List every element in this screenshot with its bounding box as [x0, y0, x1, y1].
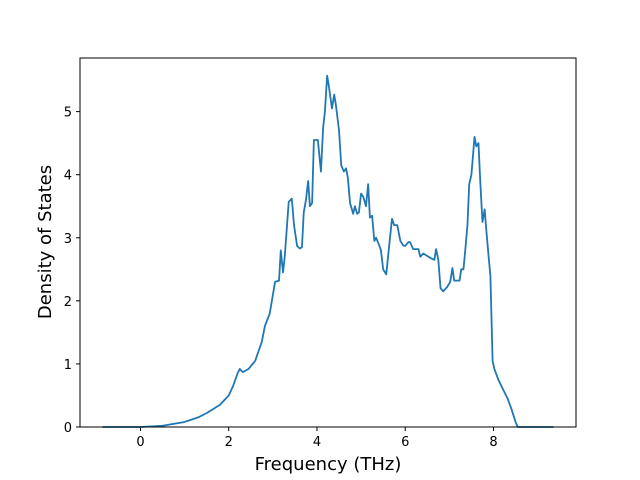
y-tick-label: 0: [64, 421, 72, 436]
x-tick-label: 4: [313, 435, 321, 450]
y-tick-label: 5: [64, 106, 72, 121]
y-tick-label: 2: [64, 295, 72, 310]
y-tick-label: 4: [64, 169, 72, 184]
y-axis-label: Density of States: [35, 165, 56, 319]
x-tick-label: 0: [136, 435, 144, 450]
y-tick-label: 1: [64, 358, 72, 373]
x-tick-label: 2: [225, 435, 233, 450]
x-tick-label: 8: [489, 435, 497, 450]
plot-frame: [79, 57, 577, 428]
x-axis-label: Frequency (THz): [255, 454, 402, 475]
line: [102, 74, 554, 428]
x-tick-label: 6: [401, 435, 409, 450]
y-tick-label: 3: [64, 232, 72, 247]
